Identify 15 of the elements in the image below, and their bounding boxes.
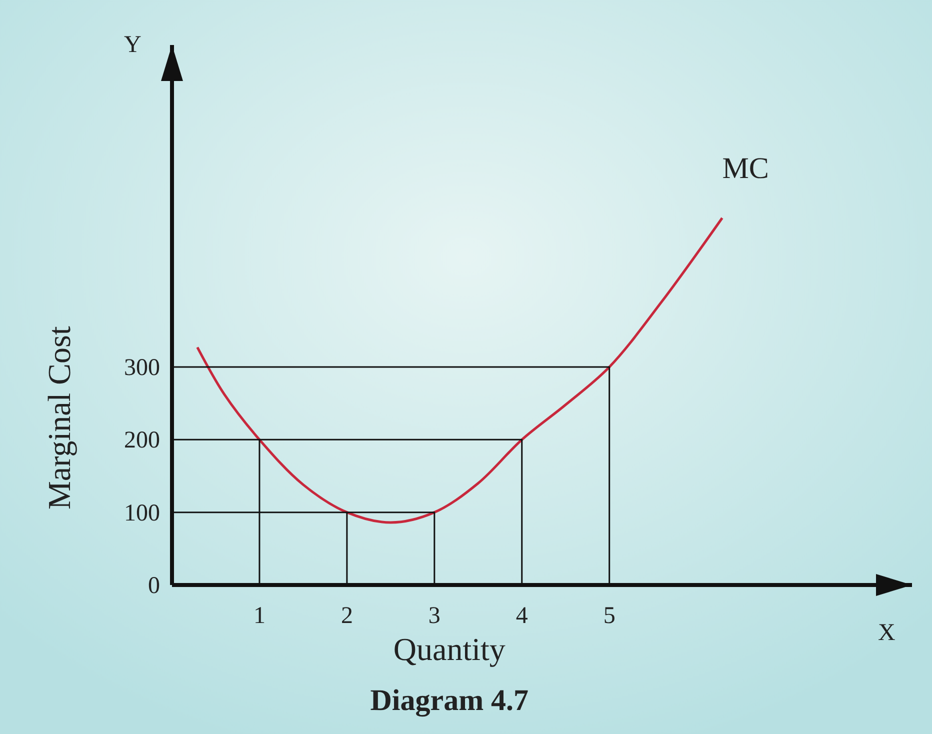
y-axis-title: Marginal Cost: [41, 326, 77, 510]
x-tick-label: 1: [253, 603, 266, 629]
y-tick-label: 100: [124, 500, 160, 526]
text: X: [878, 620, 896, 646]
x-tick-label: 4: [516, 603, 528, 629]
y-tick-label: 200: [124, 428, 160, 454]
series-label: MC: [722, 152, 769, 185]
text: Y: [124, 32, 142, 58]
y-tick-label: 0: [148, 573, 160, 599]
y-tick-label: 300: [124, 354, 160, 381]
x-tick-label: 3: [428, 603, 440, 629]
x-tick-label: 5: [603, 603, 616, 629]
x-axis-title: Quantity: [393, 631, 506, 667]
x-tick-label: 2: [340, 603, 353, 629]
text: Diagram 4.7: [370, 684, 529, 717]
